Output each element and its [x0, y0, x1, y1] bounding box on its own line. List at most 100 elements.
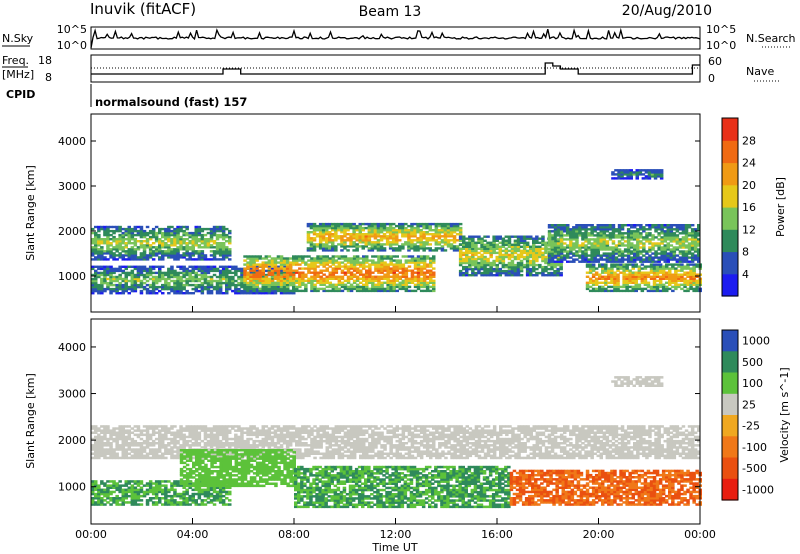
power-cell — [407, 265, 412, 268]
power-cell — [465, 257, 469, 261]
power-cell — [547, 258, 552, 261]
power-cell — [164, 254, 168, 257]
power-cell — [513, 251, 518, 255]
power-cell — [151, 233, 156, 237]
power-cell — [295, 259, 299, 262]
power-cell — [660, 230, 664, 233]
power-cell — [215, 233, 220, 237]
power-cell — [127, 250, 131, 253]
power-cell — [279, 279, 284, 282]
power-cell — [538, 253, 542, 257]
power-cell — [642, 258, 646, 261]
power-cell — [559, 234, 564, 237]
power-cell — [355, 259, 360, 262]
power-cell — [407, 277, 412, 280]
power-cell — [173, 252, 177, 255]
power-cell — [100, 256, 104, 259]
power-cell — [626, 230, 631, 233]
power-cell — [124, 246, 128, 249]
power-cell — [337, 229, 341, 232]
power-cell — [410, 269, 415, 272]
power-cell — [91, 240, 95, 243]
power-cell — [331, 275, 336, 278]
power-cell — [653, 173, 658, 176]
power-cell — [103, 258, 107, 261]
power-cell — [553, 261, 557, 265]
power-cell — [376, 245, 381, 248]
power-cell — [587, 234, 591, 237]
velocity-cell — [200, 456, 205, 460]
power-cell — [407, 237, 411, 240]
power-cell — [379, 249, 384, 252]
power-cell — [240, 283, 244, 287]
power-cell — [380, 285, 384, 289]
power-cell — [340, 239, 344, 242]
power-cell — [349, 241, 353, 244]
power-cell — [325, 263, 329, 266]
power-cell — [410, 279, 415, 282]
power-cell — [209, 229, 214, 233]
power-cell — [507, 267, 512, 271]
power-cell — [559, 252, 564, 255]
power-cell — [368, 289, 372, 293]
power-cell — [594, 273, 599, 276]
power-cell — [556, 255, 560, 259]
power-cell — [282, 287, 287, 291]
power-cell — [584, 244, 588, 247]
power-cell — [693, 244, 698, 247]
power-cell — [587, 228, 591, 231]
velocity-cell — [124, 450, 128, 453]
power-cell — [130, 289, 135, 293]
power-cell — [249, 285, 253, 289]
power-cell — [697, 250, 701, 253]
power-cell — [614, 234, 619, 237]
power-cell — [258, 265, 262, 268]
power-cell — [306, 237, 311, 240]
power-cell — [538, 251, 542, 255]
power-cell — [689, 283, 693, 286]
power-cell — [566, 234, 570, 237]
power-cell — [264, 283, 269, 286]
power-cell — [594, 277, 599, 280]
power-cell — [379, 235, 384, 238]
power-cell — [590, 234, 594, 237]
velocity-cell — [94, 435, 98, 439]
power-cell — [337, 235, 341, 238]
power-cell — [313, 283, 317, 286]
power-cell — [611, 250, 616, 253]
power-cell — [422, 231, 426, 234]
power-cell — [666, 234, 670, 237]
power-cell — [398, 281, 402, 284]
power-cell — [206, 269, 211, 273]
power-cell — [91, 227, 95, 231]
power-cell — [346, 224, 350, 228]
power-cell — [385, 241, 390, 244]
power-cell — [252, 271, 256, 275]
power-cell — [604, 267, 608, 270]
power-cell — [352, 279, 357, 282]
power-cell — [480, 255, 484, 259]
power-cell — [118, 273, 122, 277]
power-cell — [161, 277, 165, 281]
frequency-trace — [91, 62, 700, 75]
power-cell — [432, 289, 436, 293]
power-cell — [237, 292, 241, 295]
power-cell — [652, 271, 657, 274]
power-cell — [182, 254, 186, 257]
power-cell — [416, 231, 420, 234]
power-cell — [391, 235, 396, 238]
power-cell — [504, 265, 509, 269]
power-cell — [170, 273, 174, 277]
power-cell — [519, 265, 524, 269]
power-cell — [206, 265, 211, 268]
power-cell — [139, 289, 144, 293]
power-cell — [498, 247, 502, 250]
power-cell — [179, 246, 183, 249]
power-cell — [319, 279, 323, 282]
power-cell — [124, 267, 128, 271]
power-cell — [228, 231, 232, 235]
velocity-cell — [112, 429, 116, 432]
sky-left-tick-top: 10^5 — [57, 23, 87, 36]
power-cell — [127, 235, 131, 239]
power-cell — [581, 260, 585, 263]
